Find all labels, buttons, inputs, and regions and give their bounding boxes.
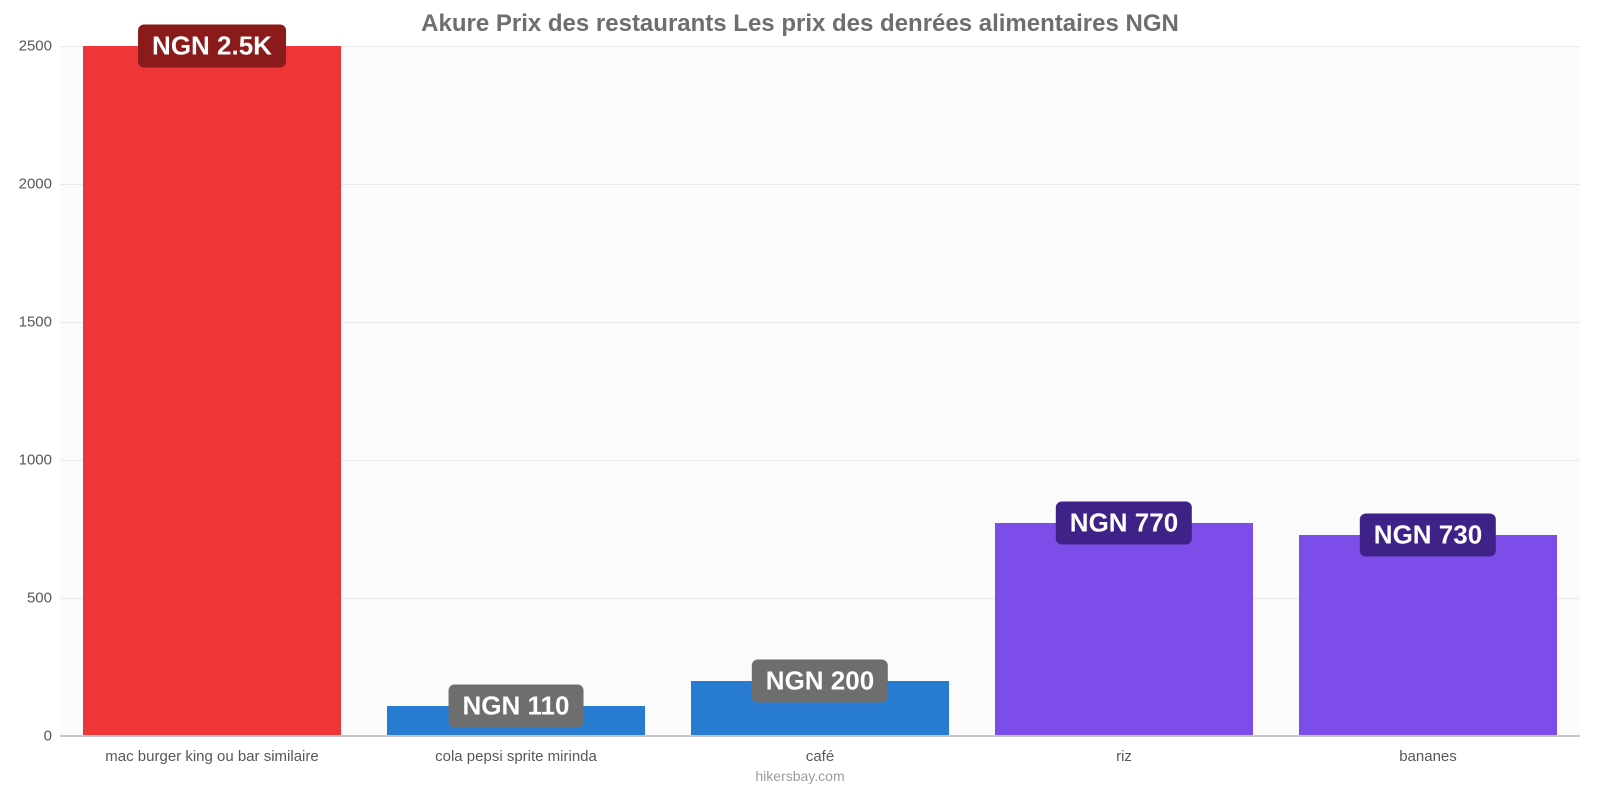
y-tick-label: 0 [2, 728, 52, 745]
x-category-label: café [806, 748, 834, 765]
y-tick-label: 2000 [2, 176, 52, 193]
y-tick-label: 2500 [2, 38, 52, 55]
chart-container: Akure Prix des restaurants Les prix des … [0, 0, 1600, 800]
bars-layer: NGN 2.5KNGN 110NGN 200NGN 770NGN 730 [60, 46, 1580, 736]
bar-value-label: NGN 110 [449, 684, 584, 727]
bar-value-label: NGN 730 [1360, 513, 1496, 556]
x-category-label: cola pepsi sprite mirinda [435, 748, 597, 765]
bar [83, 46, 341, 736]
plot-area: NGN 2.5KNGN 110NGN 200NGN 770NGN 730 050… [60, 46, 1580, 736]
y-tick-label: 500 [2, 590, 52, 607]
bar [995, 523, 1253, 736]
bar [1299, 535, 1557, 736]
credit-text: hikersbay.com [755, 768, 844, 784]
x-axis-baseline [60, 735, 1580, 737]
x-category-label: riz [1116, 748, 1132, 765]
y-tick-label: 1500 [2, 314, 52, 331]
bar-value-label: NGN 2.5K [138, 25, 286, 68]
y-tick-label: 1000 [2, 452, 52, 469]
bar-value-label: NGN 200 [752, 659, 888, 702]
x-category-label: bananes [1399, 748, 1457, 765]
x-category-label: mac burger king ou bar similaire [105, 748, 318, 765]
bar-value-label: NGN 770 [1056, 502, 1192, 545]
